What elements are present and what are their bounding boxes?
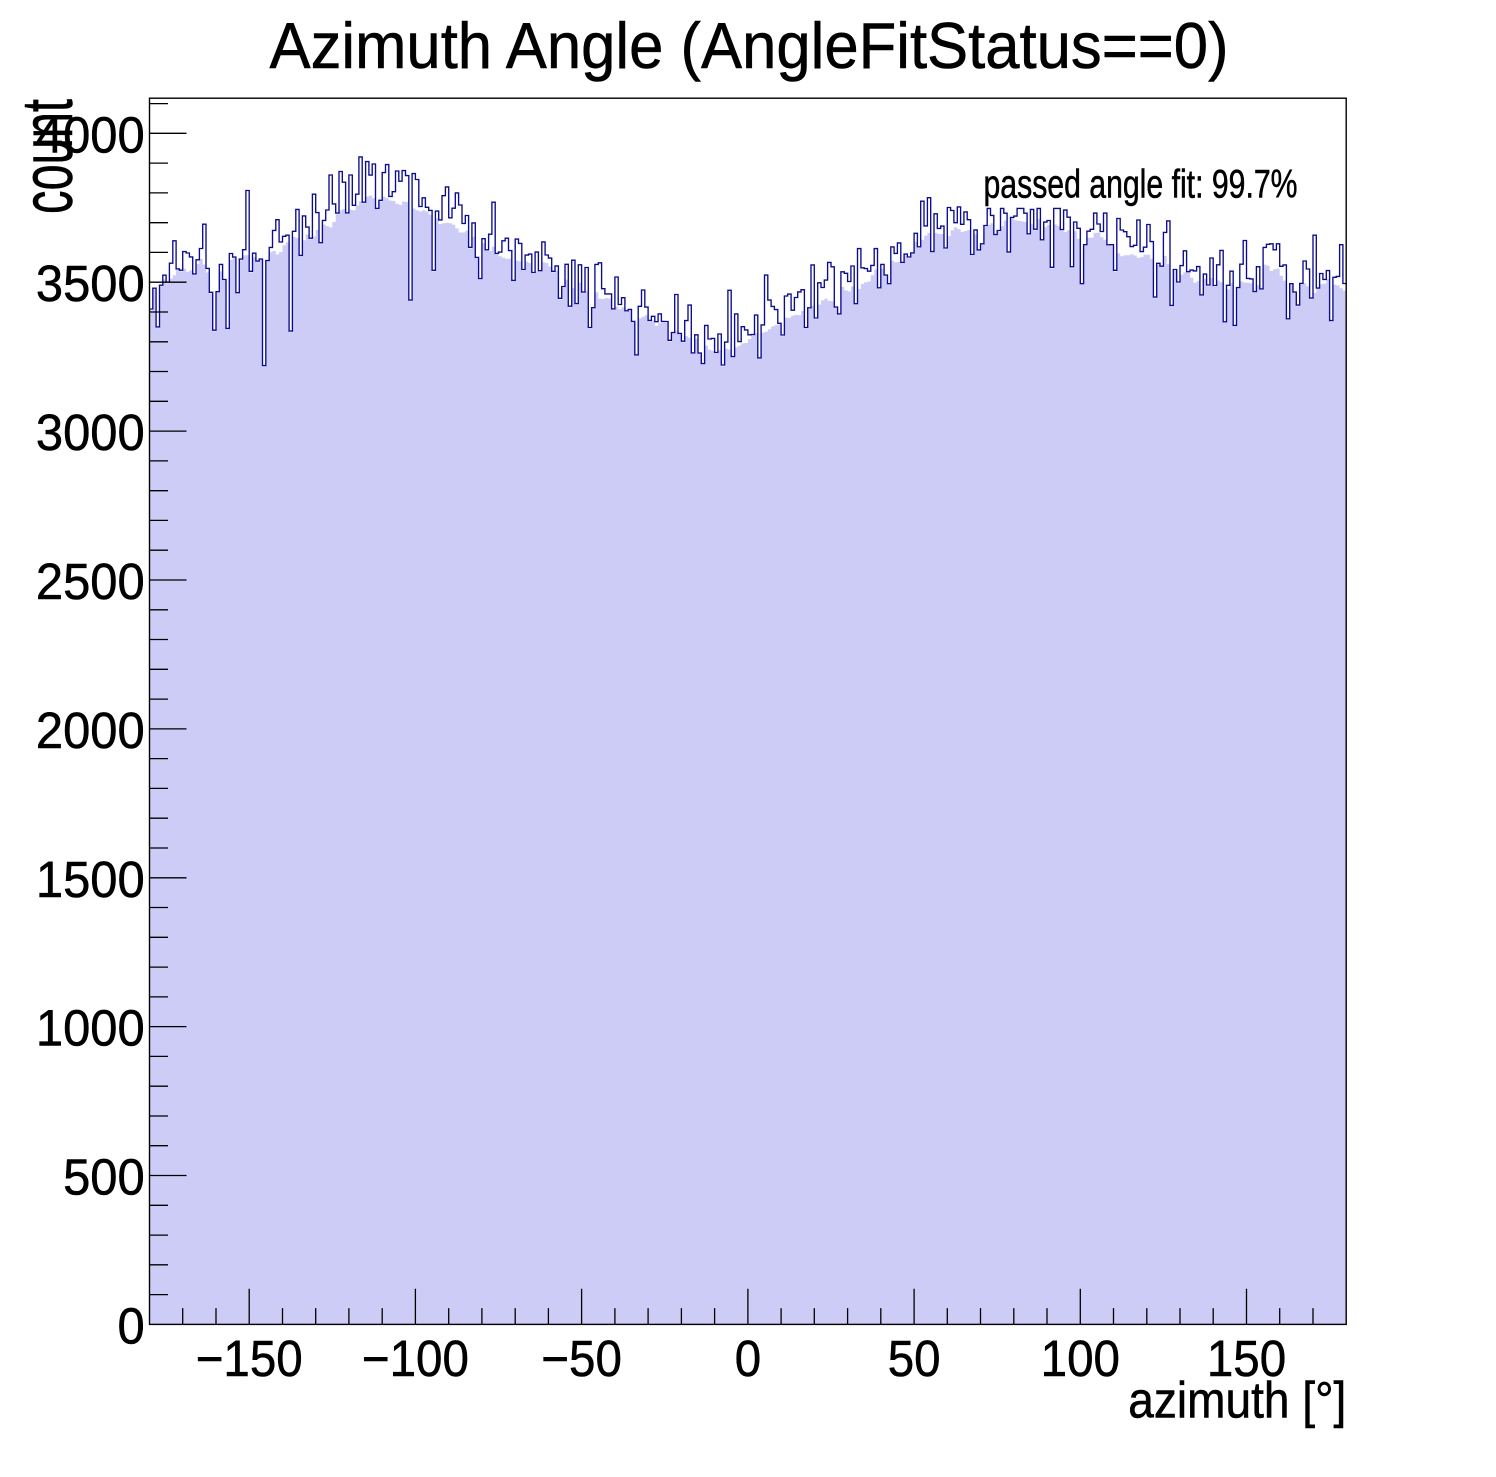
svg-text:−100: −100 [362,1330,469,1387]
svg-text:500: 500 [63,1149,145,1206]
svg-text:0: 0 [735,1330,761,1387]
svg-text:2000: 2000 [36,702,145,759]
svg-text:count: count [8,99,88,214]
svg-text:1000: 1000 [36,1000,145,1057]
svg-text:azimuth [°]: azimuth [°] [1128,1372,1346,1429]
svg-text:2500: 2500 [36,553,145,610]
svg-text:1500: 1500 [36,851,145,908]
svg-text:−150: −150 [196,1330,303,1387]
svg-text:100: 100 [1041,1330,1120,1387]
svg-text:50: 50 [888,1330,941,1387]
svg-text:Azimuth Angle (AngleFitStatus=: Azimuth Angle (AngleFitStatus==0) [270,9,1229,82]
svg-text:−50: −50 [541,1330,622,1387]
svg-text:3000: 3000 [36,404,145,461]
svg-text:0: 0 [118,1297,145,1354]
svg-text:3500: 3500 [36,255,145,312]
svg-text:4000: 4000 [36,106,145,163]
svg-text:passed angle fit: 99.7%: passed angle fit: 99.7% [984,163,1298,207]
svg-text:150: 150 [1207,1330,1286,1387]
